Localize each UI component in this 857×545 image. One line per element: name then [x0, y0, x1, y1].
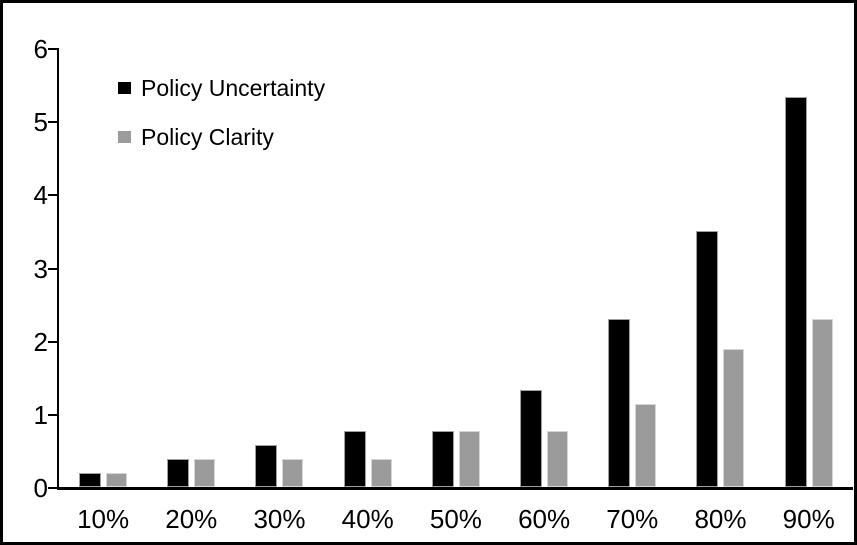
bar-policy-uncertainty-50- [431, 430, 454, 487]
y-axis-line [57, 48, 59, 490]
y-tick-label: 4 [33, 180, 48, 211]
bar-policy-clarity-50- [458, 431, 480, 487]
y-tick-label: 6 [33, 34, 48, 64]
bar-policy-uncertainty-60- [520, 389, 543, 487]
y-tick-label: 3 [33, 253, 48, 284]
y-tick-label: 2 [33, 326, 48, 357]
x-tick-label: 20% [165, 504, 218, 534]
bar-policy-uncertainty-20- [167, 459, 190, 487]
y-tick [48, 267, 57, 270]
bar-group-90- [765, 48, 853, 487]
x-tick-label: 40% [341, 504, 394, 534]
bar-policy-uncertainty-10- [79, 473, 102, 487]
bar-policy-uncertainty-70- [608, 318, 631, 487]
legend-label: Policy Uncertainty [141, 75, 326, 101]
legend-label: Policy Clarity [141, 124, 274, 150]
y-tick [48, 48, 57, 50]
legend-item: Policy Uncertainty [118, 75, 325, 101]
bar-group-80- [676, 48, 764, 487]
legend-swatch-policy-clarity [118, 131, 131, 143]
bar-policy-clarity-60- [547, 431, 569, 487]
y-tick [48, 194, 57, 197]
bar-group-70- [588, 48, 676, 487]
x-tick-label: 90% [782, 504, 835, 534]
bar-policy-clarity-70- [635, 403, 657, 487]
bar-policy-uncertainty-40- [343, 431, 366, 487]
bar-policy-uncertainty-30- [255, 445, 278, 487]
x-tick-label: 60% [518, 504, 571, 534]
bar-policy-clarity-80- [723, 348, 745, 487]
bar-group-30- [235, 48, 323, 487]
legend: Policy Uncertainty Policy Clarity [118, 75, 325, 150]
x-tick-label: 30% [253, 504, 306, 534]
bar-policy-clarity-30- [282, 459, 304, 487]
bar-policy-clarity-20- [194, 459, 216, 487]
y-tick-label: 0 [33, 473, 48, 503]
y-tick [48, 487, 57, 489]
bar-policy-clarity-40- [370, 459, 392, 487]
bar-group-10- [59, 48, 147, 487]
bar-policy-clarity-10- [106, 473, 128, 487]
bar-group-20- [147, 48, 235, 487]
y-tick [48, 340, 57, 343]
bar-group-50- [412, 48, 500, 487]
x-axis-line [57, 487, 853, 490]
bar-policy-clarity-90- [811, 318, 833, 487]
y-tick-label: 5 [33, 107, 48, 138]
bar-policy-uncertainty-80- [696, 230, 719, 487]
y-tick-label: 1 [33, 399, 48, 430]
x-tick-label: 80% [694, 504, 747, 534]
x-tick-label: 50% [429, 504, 482, 534]
legend-item: Policy Clarity [118, 124, 325, 150]
y-tick [48, 413, 57, 416]
bar-group-60- [500, 48, 588, 487]
y-tick [48, 121, 57, 124]
x-tick-label: 70% [606, 504, 659, 534]
x-tick-label: 10% [77, 504, 130, 534]
legend-swatch-policy-uncertainty [118, 82, 131, 94]
bar-group-40- [324, 48, 412, 487]
bar-policy-uncertainty-90- [784, 97, 807, 487]
